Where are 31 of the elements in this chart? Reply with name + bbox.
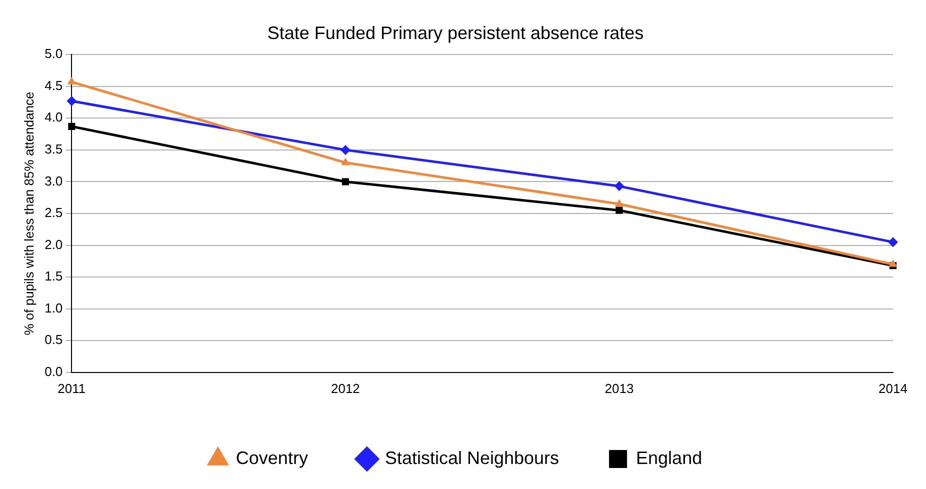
point — [342, 178, 349, 186]
legend-label: England — [636, 448, 702, 468]
legend-label: Statistical Neighbours — [384, 448, 560, 468]
y-tick-label: 2.0 — [44, 236, 63, 252]
y-tick-label: 1.5 — [44, 268, 63, 284]
y-axis-title: % of pupils with less than 85% attendance — [21, 92, 36, 336]
point — [616, 206, 623, 214]
y-tick-label: 2.5 — [44, 205, 63, 220]
y-tick-label: 0.5 — [44, 332, 63, 348]
x-tick-label: 2012 — [330, 380, 360, 396]
point — [341, 158, 350, 166]
point — [66, 96, 77, 106]
x-tick-label: 2011 — [58, 380, 86, 396]
chart-title: State Funded Primary persistent absence rates — [267, 22, 644, 43]
point — [614, 181, 624, 192]
point — [888, 259, 898, 267]
y-tick-label: 4.0 — [44, 110, 63, 125]
legend-label: Coventry — [236, 448, 308, 468]
y-tick-label: 3.5 — [44, 142, 63, 157]
point — [888, 237, 898, 248]
y-tick-label: 5.0 — [44, 46, 63, 62]
point — [67, 76, 76, 84]
x-tick-label: 2014 — [878, 380, 908, 396]
y-tick-label: 1.0 — [44, 300, 63, 316]
y-tick-label: 0.0 — [44, 364, 63, 379]
y-tick-label: 4.5 — [44, 78, 63, 93]
y-tick-label: 3.0 — [44, 173, 63, 188]
point — [340, 144, 350, 155]
point — [68, 122, 76, 130]
x-tick-label: 2013 — [604, 380, 634, 396]
point — [614, 198, 624, 206]
